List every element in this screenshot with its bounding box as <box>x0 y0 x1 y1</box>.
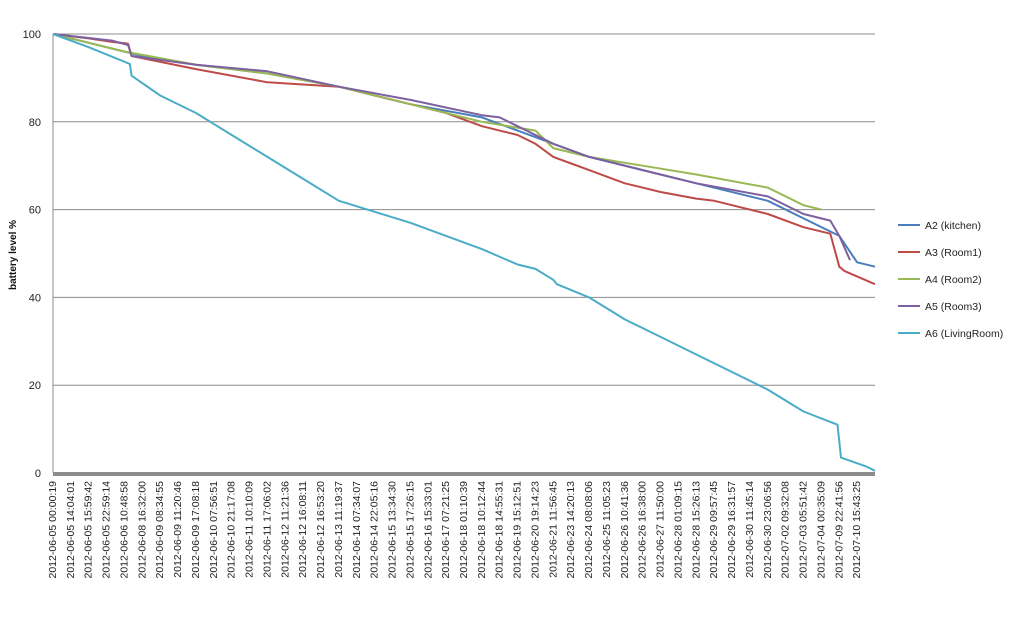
x-tick-label: 2012-06-10 21:17:08 <box>226 481 238 579</box>
legend[interactable]: A2 (kitchen) A3 (Room1) A4 (Room2) A5 (Room… <box>898 220 1003 340</box>
y-tick-label: 20 <box>29 380 41 392</box>
legend-label: A3 (Room1) <box>925 247 982 259</box>
x-tick-label: 2012-06-23 14:20:13 <box>565 481 577 579</box>
x-tick-label: 2012-06-30 23:06:56 <box>762 481 774 579</box>
x-tick-label: 2012-06-16 15:33:01 <box>422 481 434 579</box>
x-tick-label: 2012-06-18 14:55:31 <box>494 481 506 579</box>
x-tick-label: 2012-06-09 08:34:55 <box>154 481 166 579</box>
legend-label: A2 (kitchen) <box>925 220 981 232</box>
x-tick-label: 2012-07-09 22:41:56 <box>833 481 845 579</box>
x-tick-label: 2012-06-11 10:10:09 <box>244 481 256 578</box>
y-axis-label: battery level % <box>8 220 19 290</box>
x-tick-label: 2012-06-20 19:14:23 <box>529 481 541 579</box>
x-tick-label: 2012-06-15 17:26:15 <box>404 481 416 579</box>
series-line-2 <box>52 33 876 286</box>
legend-label: A5 (Room3) <box>925 301 982 313</box>
gridlines <box>53 33 875 386</box>
x-tick-label: 2012-06-17 07:21:25 <box>440 481 452 579</box>
y-tick-label: 0 <box>35 468 41 480</box>
x-tick-label: 2012-06-12 16:08:11 <box>297 481 309 578</box>
x-tick-label: 2012-06-27 11:50:00 <box>655 481 667 578</box>
x-tick-label: 2012-06-09 11:20:46 <box>172 481 184 578</box>
y-tick-label: 100 <box>23 29 41 41</box>
x-tick-label: 2012-06-25 11:05:23 <box>601 481 613 578</box>
x-tick-label: 2012-06-26 16:38:00 <box>637 481 649 579</box>
x-tick-label: 2012-06-29 09:57:45 <box>708 481 720 579</box>
x-tick-label: 2012-06-06 10:48:58 <box>118 481 130 579</box>
legend-item[interactable]: A5 (Room3) <box>898 301 982 313</box>
legend-item[interactable]: A2 (kitchen) <box>898 220 981 232</box>
x-tick-label: 2012-06-05 22:59:14 <box>101 481 113 579</box>
x-tick-label: 2012-06-28 01:09:15 <box>672 481 684 579</box>
x-tick-label: 2012-06-12 11:21:36 <box>279 481 291 578</box>
x-tick-label: 2012-06-15 13:34:30 <box>387 481 399 579</box>
x-tick-label: 2012-07-10 15:43:25 <box>851 481 863 579</box>
x-tick-label: 2012-06-21 11:56:45 <box>547 481 559 578</box>
series-line-1 <box>52 33 876 268</box>
x-tick-label: 2012-06-29 16:31:57 <box>726 481 738 579</box>
x-tick-label: 2012-06-18 10:12:44 <box>476 481 488 579</box>
x-tick-label: 2012-06-19 15:12:51 <box>512 481 524 579</box>
x-tick-label: 2012-06-30 11:45:14 <box>744 481 756 578</box>
x-tick-label: 2012-06-05 14:04:01 <box>65 481 77 579</box>
legend-item[interactable]: A3 (Room1) <box>898 247 982 259</box>
x-tick-label: 2012-06-24 08:08:06 <box>583 481 595 579</box>
y-tick-label: 40 <box>29 292 41 304</box>
x-tick-label: 2012-07-02 09:32:08 <box>780 481 792 579</box>
x-tick-label: 2012-06-09 17:08:18 <box>190 481 202 579</box>
legend-label: A6 (LivingRoom) <box>925 328 1003 340</box>
x-tick-label: 2012-06-05 00:00:19 <box>47 481 59 579</box>
x-tick-label: 2012-07-03 05:51:42 <box>798 481 810 579</box>
x-axis-line <box>53 472 875 476</box>
x-tick-label: 2012-06-05 15:59:42 <box>83 481 95 579</box>
legend-item[interactable]: A4 (Room2) <box>898 274 982 286</box>
y-axis: 0 20 40 60 80 100 <box>23 29 54 480</box>
legend-item[interactable]: A6 (LivingRoom) <box>898 328 1003 340</box>
x-tick-label: 2012-06-26 10:41:36 <box>619 481 631 579</box>
x-tick-label: 2012-06-28 15:26:13 <box>690 481 702 579</box>
series-line-5 <box>52 33 876 472</box>
y-tick-label: 80 <box>29 117 41 129</box>
x-tick-label: 2012-07-04 00:35:09 <box>815 481 827 579</box>
x-tick-label: 2012-06-11 17:06:02 <box>261 481 273 578</box>
x-tick-label: 2012-06-14 07:34:07 <box>351 481 363 579</box>
x-axis: 2012-06-05 00:00:19 2012-06-05 14:04:01 20… <box>47 472 875 579</box>
x-tick-label: 2012-06-13 11:19:37 <box>333 481 345 578</box>
series-lines <box>52 33 876 472</box>
x-tick-label: 2012-06-12 16:53:20 <box>315 481 327 579</box>
x-tick-label: 2012-06-08 16:32:00 <box>136 481 148 579</box>
x-tick-label: 2012-06-10 07:56:51 <box>208 481 220 579</box>
series-line-4 <box>52 33 851 261</box>
x-tick-label: 2012-06-18 01:10:39 <box>458 481 470 579</box>
x-tick-label: 2012-06-14 22:05:16 <box>369 481 381 579</box>
y-tick-label: 60 <box>29 205 41 217</box>
legend-label: A4 (Room2) <box>925 274 982 286</box>
